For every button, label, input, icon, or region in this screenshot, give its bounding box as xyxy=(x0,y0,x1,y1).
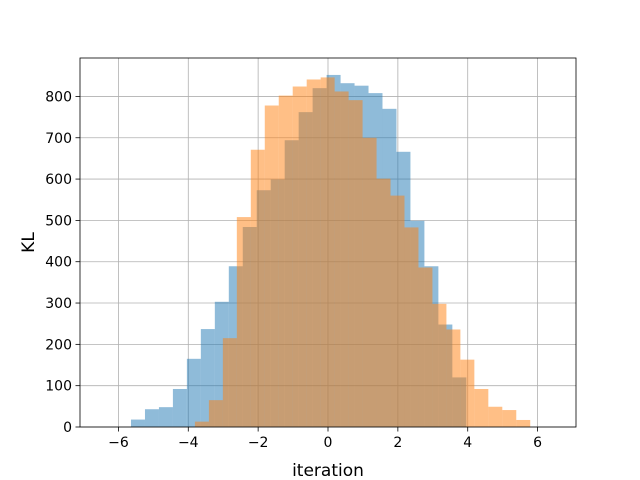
histogram-bar-series-2 xyxy=(432,303,447,427)
histogram-bar-series-1 xyxy=(130,419,145,427)
x-tick-label: 6 xyxy=(533,435,542,451)
y-tick-label: 400 xyxy=(45,255,72,271)
histogram-bar-series-2 xyxy=(418,267,433,427)
histogram-bar-series-2 xyxy=(362,137,377,427)
y-tick-label: 0 xyxy=(63,420,72,436)
x-axis-label: iteration xyxy=(292,461,364,480)
histogram-bar-series-1 xyxy=(144,409,159,427)
histogram-bar-series-2 xyxy=(320,77,335,427)
histogram-bar-series-2 xyxy=(460,359,475,427)
histogram-bar-series-2 xyxy=(264,105,279,428)
y-tick-label: 800 xyxy=(45,89,72,105)
histogram-bar-series-2 xyxy=(390,195,405,427)
histogram-bar-series-2 xyxy=(474,388,489,427)
histogram-bar-series-1 xyxy=(158,407,173,427)
histogram-bar-series-2 xyxy=(516,419,531,427)
histogram-bar-series-2 xyxy=(236,217,251,427)
y-axis-label: KL xyxy=(19,232,39,253)
histogram-bar-series-2 xyxy=(292,86,307,428)
histogram-bar-series-1 xyxy=(186,358,201,427)
histogram-bar-series-1 xyxy=(172,388,187,427)
y-tick-label: 200 xyxy=(45,337,72,353)
histogram-bar-series-2 xyxy=(502,410,517,427)
y-tick-label: 700 xyxy=(45,131,72,147)
histogram-bar-series-2 xyxy=(194,421,209,427)
histogram-bar-series-2 xyxy=(222,338,237,427)
y-tick-label: 300 xyxy=(45,296,72,312)
histogram-bar-series-2 xyxy=(446,329,461,427)
x-tick-label: 2 xyxy=(393,435,402,451)
histogram-bar-series-2 xyxy=(250,149,265,427)
x-tick-label: −6 xyxy=(108,435,129,451)
histogram-bar-series-2 xyxy=(278,95,293,427)
histogram-bar-series-2 xyxy=(348,100,363,427)
x-axis-ticks: −6 −4 −2 0 2 4 6 xyxy=(108,427,542,451)
histogram-bars xyxy=(130,74,531,428)
histogram-bar-series-2 xyxy=(334,91,349,427)
y-tick-label: 500 xyxy=(45,213,72,229)
y-axis-ticks: 0 100 200 300 400 500 600 700 800 xyxy=(45,89,80,436)
x-tick-label: 4 xyxy=(463,435,472,451)
histogram-bar-series-2 xyxy=(376,178,391,427)
x-tick-label: −4 xyxy=(178,435,199,451)
histogram-bar-series-2 xyxy=(306,79,321,427)
y-tick-label: 600 xyxy=(45,172,72,188)
histogram-bar-series-2 xyxy=(208,400,223,427)
histogram-bar-series-2 xyxy=(404,227,419,427)
x-tick-label: 0 xyxy=(324,435,333,451)
y-tick-label: 100 xyxy=(45,379,72,395)
histogram-bar-series-2 xyxy=(488,406,503,427)
x-tick-label: −2 xyxy=(248,435,269,451)
